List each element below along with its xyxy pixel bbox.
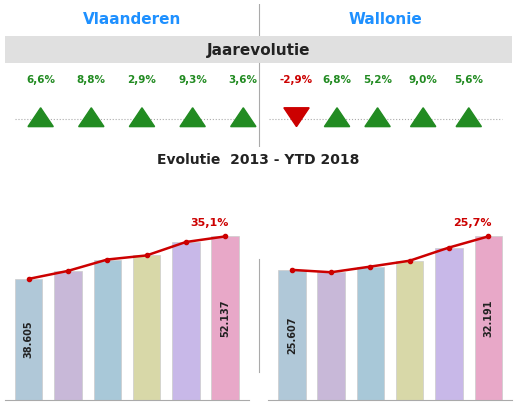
FancyBboxPatch shape	[5, 36, 512, 63]
Text: 9,0%: 9,0%	[409, 75, 437, 85]
Polygon shape	[410, 108, 436, 126]
Polygon shape	[129, 108, 155, 126]
Bar	[435, 248, 463, 400]
Polygon shape	[28, 108, 53, 126]
Text: 25,7%: 25,7%	[453, 218, 492, 228]
Polygon shape	[180, 108, 205, 126]
Bar	[396, 261, 423, 400]
Bar	[94, 259, 121, 400]
Text: 32.191: 32.191	[483, 299, 493, 337]
Text: Jaarevolutie: Jaarevolutie	[207, 43, 310, 58]
Polygon shape	[79, 108, 104, 126]
Text: Evolutie  2013 - YTD 2018: Evolutie 2013 - YTD 2018	[157, 154, 360, 167]
Bar	[357, 267, 384, 400]
Text: 8,8%: 8,8%	[77, 75, 106, 85]
Polygon shape	[324, 108, 349, 126]
Text: 52.137: 52.137	[220, 299, 230, 337]
Text: Wallonie: Wallonie	[348, 13, 422, 27]
Polygon shape	[231, 108, 256, 126]
Bar	[15, 279, 42, 400]
Text: 5,6%: 5,6%	[454, 75, 483, 85]
Text: 25.607: 25.607	[287, 316, 297, 354]
Text: 38.605: 38.605	[24, 321, 34, 358]
Text: 5,2%: 5,2%	[363, 75, 392, 85]
Polygon shape	[456, 108, 481, 126]
Text: -2,9%: -2,9%	[280, 75, 313, 85]
Bar	[172, 242, 200, 400]
Bar	[475, 236, 502, 400]
Text: 35,1%: 35,1%	[190, 218, 229, 228]
Bar	[133, 255, 160, 400]
Bar	[211, 236, 239, 400]
Bar	[278, 270, 306, 400]
Text: 6,6%: 6,6%	[26, 75, 55, 85]
Text: 2,9%: 2,9%	[128, 75, 157, 85]
Text: 3,6%: 3,6%	[229, 75, 258, 85]
Polygon shape	[365, 108, 390, 126]
Bar	[317, 272, 345, 400]
Bar	[54, 271, 82, 400]
Text: 9,3%: 9,3%	[178, 75, 207, 85]
Text: 6,8%: 6,8%	[323, 75, 352, 85]
Text: Vlaanderen: Vlaanderen	[83, 13, 181, 27]
Polygon shape	[284, 108, 309, 126]
